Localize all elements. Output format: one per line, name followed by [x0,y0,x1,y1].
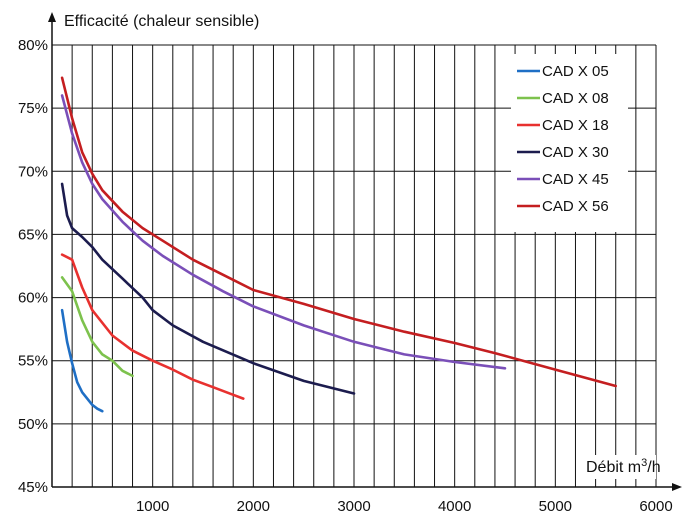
legend-label: CAD X 30 [542,144,609,161]
x-tick-label: 3000 [337,498,370,515]
axes [48,12,682,491]
x-axis-title-superscript: 3 [641,457,647,469]
legend: CAD X 05 CAD X 08 CAD X 18 CAD X 30 CAD X 45… [511,54,628,232]
legend-label: CAD X 05 [542,63,609,80]
x-axis-title-tail: /h [647,459,660,476]
series-line [60,253,245,400]
series-line [60,182,356,395]
x-axis-title: Débit m3/h [586,457,661,476]
legend-label: CAD X 08 [542,90,609,107]
x-tick-label: 4000 [438,498,471,515]
y-tick-label: 65% [18,226,48,243]
y-tick-label: 75% [18,100,48,117]
series-line [60,276,134,378]
grid [52,44,657,488]
y-axis-title: Efficacité (chaleur sensible) [64,13,259,30]
x-axis-arrow-icon [672,483,682,491]
x-tick-label: 6000 [639,498,672,515]
series-line [60,76,618,388]
x-tick-label: 2000 [237,498,270,515]
legend-label: CAD X 18 [542,117,609,134]
legend-label: CAD X 45 [542,171,609,188]
series-line [60,94,507,370]
legend-box [511,54,628,232]
y-tick-label: 80% [18,37,48,54]
y-tick-label: 45% [18,479,48,496]
y-axis-arrow-icon [48,12,56,22]
y-tick-label: 60% [18,290,48,307]
legend-label: CAD X 56 [542,198,609,215]
x-axis-title-main: Débit m [586,459,641,476]
x-axis-title-background [578,455,656,479]
y-tick-label: 70% [18,163,48,180]
series-line [60,308,104,413]
x-tick-label: 5000 [539,498,572,515]
y-tick-label: 50% [18,416,48,433]
series-lines [60,76,618,413]
x-tick-label: 1000 [136,498,169,515]
tick-labels: 45% 50% 55% 60% 65% 70% 75% 80% 1000 2000 3000 4000… [18,37,673,515]
y-tick-label: 55% [18,353,48,370]
